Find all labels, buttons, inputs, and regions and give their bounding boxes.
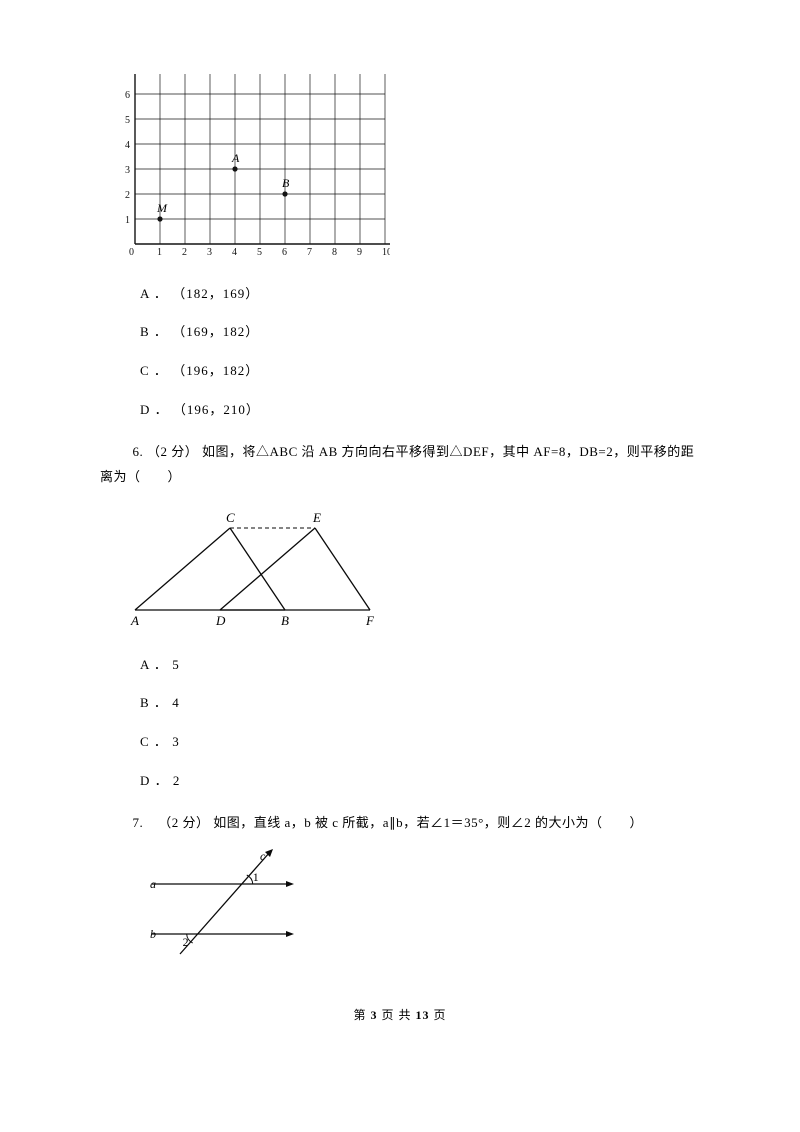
option-c: C ． 3	[140, 730, 700, 755]
opt-letter: A	[140, 657, 150, 672]
figure-parallel: a b c1 2	[140, 846, 700, 970]
q-text: 如图，直线 a，b 被 c 所截，a∥b，若∠1＝35°，则∠2 的大小为（ ）	[213, 815, 643, 830]
question-6: 6. （2 分） 如图，将△ABC 沿 AB 方向向右平移得到△DEF，其中 A…	[100, 440, 700, 489]
svg-text:M: M	[156, 201, 168, 215]
figure-grid: 0123456789101234567mnMAB…⋮	[120, 74, 700, 268]
q-points: （2 分）	[158, 815, 209, 830]
svg-text:C: C	[226, 510, 235, 525]
exam-page: 0123456789101234567mnMAB…⋮ A ． （182，169）…	[0, 0, 800, 1066]
svg-text:5: 5	[125, 115, 130, 126]
svg-text:A: A	[130, 613, 139, 628]
svg-text:3: 3	[207, 247, 212, 258]
svg-text:2: 2	[182, 247, 187, 258]
svg-text:6: 6	[125, 90, 130, 101]
q6-options: A ． 5 B ． 4 C ． 3 D ． 2	[100, 653, 700, 794]
opt-letter: D	[140, 773, 150, 788]
svg-text:9: 9	[357, 247, 362, 258]
opt-text: 4	[172, 695, 180, 710]
svg-text:1: 1	[253, 870, 259, 884]
svg-text:4: 4	[125, 140, 130, 151]
opt-text: （169，182）	[172, 324, 259, 339]
footer-mid: 页 共	[377, 1008, 415, 1022]
q-number: 6.	[133, 444, 144, 459]
svg-text:F: F	[365, 613, 375, 628]
opt-letter: A	[140, 286, 150, 301]
figure-triangles: A D B F C E	[120, 500, 700, 639]
footer-total: 13	[416, 1008, 430, 1022]
opt-text: （182，169）	[172, 286, 259, 301]
svg-text:D: D	[215, 613, 226, 628]
opt-text: （196，210）	[173, 402, 260, 417]
option-c: C ． （196，182）	[140, 359, 700, 384]
opt-text: 3	[172, 734, 180, 749]
svg-text:b: b	[150, 927, 156, 941]
svg-text:10: 10	[382, 247, 390, 258]
grid-svg: 0123456789101234567mnMAB…⋮	[120, 74, 390, 259]
svg-text:0: 0	[129, 247, 134, 258]
svg-text:A: A	[231, 151, 240, 165]
option-a: A ． （182，169）	[140, 282, 700, 307]
svg-text:2: 2	[125, 190, 130, 201]
svg-text:4: 4	[232, 247, 237, 258]
svg-text:1: 1	[125, 215, 130, 226]
option-b: B ． （169，182）	[140, 320, 700, 345]
option-a: A ． 5	[140, 653, 700, 678]
option-d: D ． 2	[140, 769, 700, 794]
q5-options: A ． （182，169） B ． （169，182） C ． （196，182…	[100, 282, 700, 423]
opt-text: 5	[172, 657, 180, 672]
svg-text:5: 5	[257, 247, 262, 258]
triangle-svg: A D B F C E	[120, 500, 380, 630]
svg-text:E: E	[312, 510, 321, 525]
svg-text:B: B	[282, 176, 290, 190]
option-b: B ． 4	[140, 691, 700, 716]
q-number: 7.	[133, 815, 144, 830]
option-d: D ． （196，210）	[140, 398, 700, 423]
opt-text: 2	[173, 773, 181, 788]
footer-suffix: 页	[430, 1008, 447, 1022]
opt-letter: C	[140, 363, 150, 378]
question-7: 7. （2 分） 如图，直线 a，b 被 c 所截，a∥b，若∠1＝35°，则∠…	[100, 811, 700, 836]
footer-prefix: 第	[353, 1008, 370, 1022]
opt-letter: D	[140, 402, 150, 417]
opt-letter: C	[140, 734, 150, 749]
svg-text:2: 2	[183, 935, 189, 949]
svg-text:8: 8	[332, 247, 337, 258]
opt-letter: B	[140, 695, 150, 710]
opt-letter: B	[140, 324, 150, 339]
opt-text: （196，182）	[172, 363, 259, 378]
svg-text:3: 3	[125, 165, 130, 176]
q-points: （2 分）	[147, 444, 198, 459]
svg-text:7: 7	[125, 74, 130, 76]
svg-text:6: 6	[282, 247, 287, 258]
svg-text:B: B	[281, 613, 289, 628]
page-footer: 第 3 页 共 13 页	[100, 1004, 700, 1027]
svg-text:c: c	[260, 849, 266, 863]
svg-text:7: 7	[307, 247, 312, 258]
parallel-svg: a b c1 2	[140, 846, 310, 961]
svg-text:1: 1	[157, 247, 162, 258]
svg-text:a: a	[150, 877, 156, 891]
